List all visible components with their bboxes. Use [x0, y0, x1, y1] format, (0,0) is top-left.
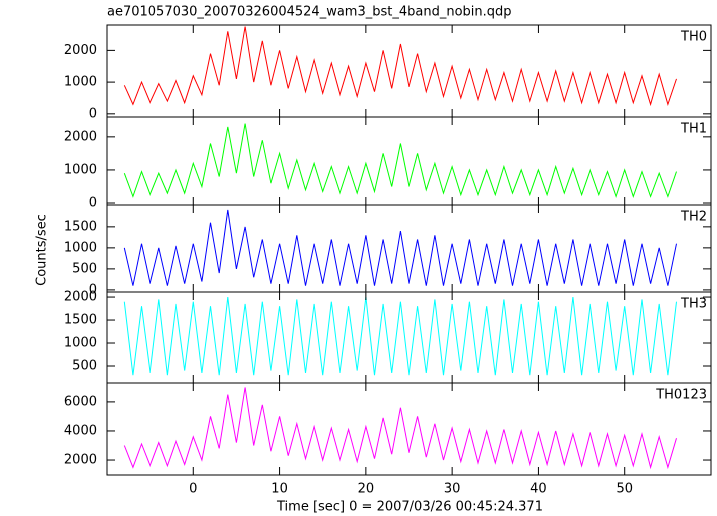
x-tick-label: 50: [616, 482, 633, 497]
panel-frame: [106, 204, 712, 293]
chart-title: ae701057030_20070326004524_wam3_bst_4ban…: [107, 5, 512, 20]
data-line: [123, 387, 677, 470]
series-label: TH0: [680, 30, 707, 45]
y-tick-label: 2000: [64, 129, 97, 144]
y-tick-label: 0: [89, 196, 97, 211]
x-tick-label: 0: [189, 482, 197, 497]
y-tick-label: 6000: [64, 394, 97, 409]
y-tick-label: 500: [72, 358, 97, 373]
x-tick-label: 10: [271, 482, 288, 497]
x-axis-label: Time [sec] 0 = 2007/03/26 00:45:24.371: [276, 500, 543, 515]
panel-frame: [106, 116, 712, 206]
data-line: [123, 297, 677, 376]
x-tick-label: 40: [530, 482, 547, 497]
data-line: [123, 26, 677, 107]
y-tick-label: 4000: [64, 423, 97, 438]
series-label: TH0123: [655, 388, 707, 403]
data-line: [123, 209, 677, 286]
x-tick-label: 20: [358, 482, 375, 497]
y-tick-label: 1000: [64, 240, 97, 255]
series-label: TH3: [680, 297, 707, 312]
y-axis-label: Counts/sec: [35, 214, 50, 286]
x-tick-label: 30: [444, 482, 461, 497]
series-label: TH2: [680, 210, 707, 225]
data-line: [123, 123, 677, 198]
y-tick-label: 2000: [64, 290, 97, 305]
y-tick-label: 1000: [64, 75, 97, 90]
y-tick-label: 1000: [64, 162, 97, 177]
y-tick-label: 2000: [64, 453, 97, 468]
panel-frame: [106, 24, 712, 118]
y-tick-label: 1500: [64, 219, 97, 234]
y-tick-label: 0: [89, 106, 97, 121]
y-tick-label: 500: [72, 261, 97, 276]
y-tick-label: 1000: [64, 336, 97, 351]
y-tick-label: 2000: [64, 43, 97, 58]
panel-frame: [106, 382, 712, 476]
series-label: TH1: [680, 122, 707, 137]
y-tick-label: 1500: [64, 313, 97, 328]
y-tick-label: 0: [89, 282, 97, 297]
